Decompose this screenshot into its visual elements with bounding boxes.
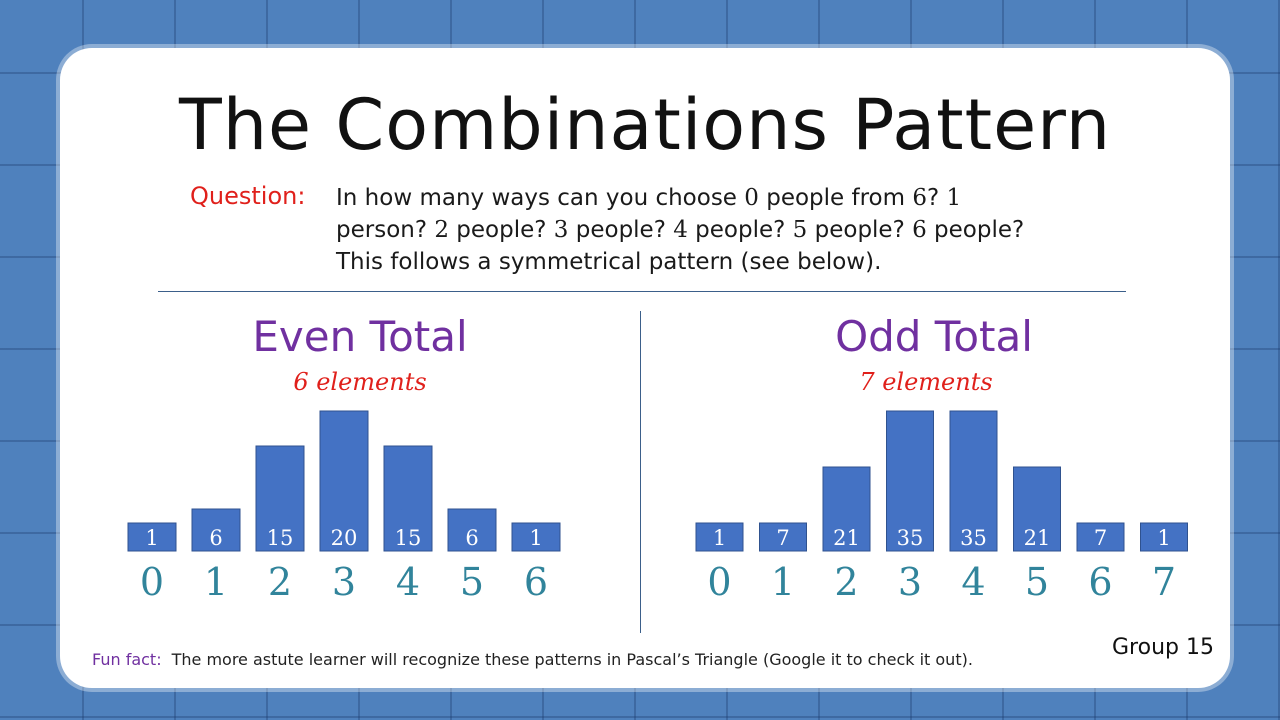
even-category-label: 0 (140, 560, 164, 604)
question-text-part: people? (807, 217, 913, 243)
odd-total-subtitle: 7 elements (859, 368, 993, 396)
fun-fact: Fun fact: The more astute learner will re… (92, 650, 973, 669)
odd-bar-value-label: 1 (1157, 526, 1170, 550)
question-number: 4 (673, 217, 688, 243)
odd-total-title: Odd Total (835, 312, 1033, 361)
vertical-divider (640, 311, 641, 633)
odd-category-label: 7 (1152, 560, 1176, 604)
slide-card (60, 48, 1230, 688)
question-text-part: people? (926, 217, 1025, 243)
odd-category-label: 4 (961, 560, 985, 604)
odd-bar-0 (695, 522, 744, 552)
odd-bar-value-label: 1 (713, 526, 726, 550)
horizontal-divider (158, 291, 1126, 292)
even-total-title: Even Total (252, 312, 468, 361)
even-bar-value-label: 6 (465, 526, 478, 550)
question-text-part: person? (336, 217, 435, 243)
even-bar-6 (511, 522, 561, 552)
question-text-part: people from (758, 185, 913, 211)
even-total-subtitle: 6 elements (293, 368, 427, 396)
even-bar-value-label: 15 (267, 526, 294, 550)
question-line-3: This follows a symmetrical pattern (see … (336, 249, 882, 275)
odd-category-label: 3 (898, 560, 922, 604)
slide-title: The Combinations Pattern (178, 84, 1112, 166)
even-bar-value-label: 20 (331, 526, 358, 550)
odd-category-label: 6 (1088, 560, 1112, 604)
question-text-part: In how many ways can you choose (336, 185, 745, 211)
question-text-part: people? (687, 217, 793, 243)
odd-category-label: 0 (707, 560, 731, 604)
odd-bar-7 (1140, 522, 1188, 552)
question-line-2: person? 2 people? 3 people? 4 people? 5 … (336, 214, 1096, 246)
odd-bar-value-label: 7 (1094, 526, 1107, 550)
even-category-label: 3 (332, 560, 356, 604)
even-bar-value-label: 1 (529, 526, 542, 550)
odd-bar-2 (822, 466, 871, 552)
odd-bar-1 (759, 522, 807, 552)
odd-bar-6 (1076, 522, 1125, 552)
question-number: 6 (912, 217, 927, 243)
even-bar-value-label: 1 (145, 526, 158, 550)
fun-fact-label: Fun fact: (92, 650, 162, 669)
even-bar-0 (127, 522, 177, 552)
question-number: 1 (946, 185, 962, 211)
odd-bar-4 (949, 410, 998, 552)
odd-bar-3 (886, 410, 934, 552)
question-number: 6 (912, 185, 927, 211)
even-category-label: 1 (204, 560, 228, 604)
question-text-part: people? (449, 217, 554, 243)
even-bar-3 (319, 410, 369, 552)
question-text-part: people? (568, 217, 674, 243)
even-bar-4 (383, 445, 433, 552)
question-label: Question: (190, 182, 306, 210)
question-text-part: ? (926, 185, 947, 211)
odd-bar-value-label: 35 (960, 526, 987, 550)
even-bar-value-label: 6 (209, 526, 222, 550)
odd-bar-value-label: 21 (833, 526, 860, 550)
odd-bar-5 (1013, 466, 1061, 552)
even-category-label: 2 (268, 560, 292, 604)
even-category-label: 6 (524, 560, 548, 604)
fun-fact-text: The more astute learner will recognize t… (171, 650, 973, 669)
odd-bar-value-label: 35 (897, 526, 924, 550)
group-label: Group 15 (1112, 635, 1214, 660)
even-bar-value-label: 15 (395, 526, 422, 550)
question-number: 3 (553, 217, 569, 243)
question-number: 5 (792, 217, 808, 243)
even-bar-2 (255, 445, 305, 552)
even-category-label: 4 (396, 560, 420, 604)
question-line-1: In how many ways can you choose 0 people… (336, 182, 1096, 214)
question-number: 0 (744, 185, 759, 211)
even-bar-5 (447, 508, 497, 552)
question-text: In how many ways can you choose 0 people… (336, 182, 1096, 278)
even-category-label: 5 (460, 560, 484, 604)
even-bar-1 (191, 508, 241, 552)
odd-category-label: 1 (771, 560, 795, 604)
odd-category-label: 5 (1025, 560, 1049, 604)
odd-bar-value-label: 21 (1024, 526, 1051, 550)
odd-bar-value-label: 7 (776, 526, 789, 550)
odd-category-label: 2 (834, 560, 858, 604)
question-number: 2 (434, 217, 449, 243)
